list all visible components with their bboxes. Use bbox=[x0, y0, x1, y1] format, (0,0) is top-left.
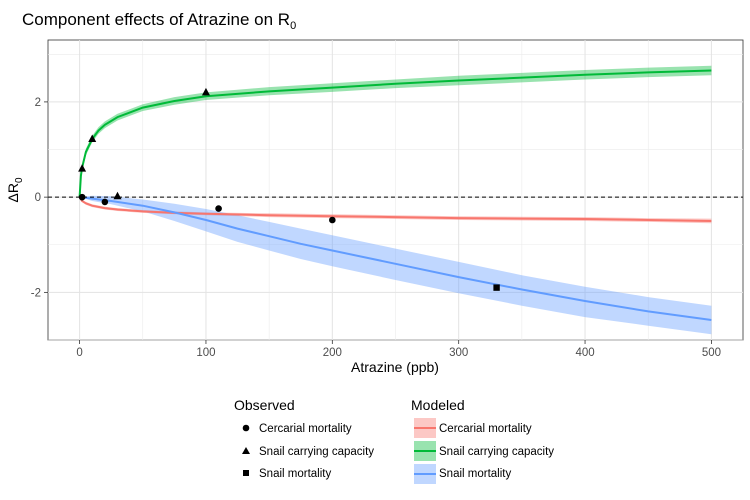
legend-triangle-marker bbox=[242, 447, 250, 454]
line-layer bbox=[48, 69, 743, 321]
legend-circle-marker bbox=[242, 424, 250, 432]
legend-modeled-snail-mortality: Snail mortality bbox=[439, 468, 511, 480]
x-tick-label: 300 bbox=[449, 347, 468, 359]
line-cercarial-mortality bbox=[78, 196, 712, 222]
legend-observed-carrying: Snail carrying capacity bbox=[259, 446, 374, 458]
y-tick-label: 0 bbox=[35, 192, 41, 204]
x-axis-title: Atrazine (ppb) bbox=[351, 359, 439, 375]
ribbon-snail-mortality bbox=[79, 195, 712, 335]
point-layer bbox=[78, 87, 500, 291]
chart-title-subscript: 0 bbox=[290, 20, 296, 32]
x-tick-label: 200 bbox=[323, 347, 342, 359]
axis-layer: 0 100 200 300 400 500 -2 0 2 bbox=[31, 97, 721, 359]
chart-title: Component effects of Atrazine on R0 bbox=[22, 10, 296, 32]
legend-observed-title: Observed bbox=[234, 397, 295, 413]
line-snail-mortality bbox=[79, 196, 712, 321]
observed-point-circle bbox=[215, 205, 222, 212]
observed-point-triangle bbox=[78, 164, 87, 172]
observed-point-triangle bbox=[113, 191, 122, 200]
legend-modeled-carrying: Snail carrying capacity bbox=[439, 446, 554, 458]
y-axis-title-subscript: 0 bbox=[14, 177, 25, 183]
legend-observed-cercarial: Cercarial mortality bbox=[259, 423, 352, 435]
line-snail-carrying-capacity bbox=[78, 69, 712, 198]
legend-observed-snail-mortality: Snail mortality bbox=[259, 468, 331, 480]
x-tick-label: 500 bbox=[702, 347, 721, 359]
x-tick-label: 400 bbox=[575, 347, 594, 359]
y-axis-title: ΔR0 bbox=[5, 177, 25, 202]
legend: Observed Modeled Cercarial mortality Sna… bbox=[234, 397, 554, 484]
observed-point-triangle bbox=[201, 87, 210, 96]
observed-point-circle bbox=[78, 193, 86, 201]
observed-point-circle bbox=[101, 198, 109, 206]
x-tick-label: 0 bbox=[76, 347, 82, 359]
legend-modeled-cercarial: Cercarial mortality bbox=[439, 423, 532, 435]
legend-square-marker bbox=[243, 470, 249, 476]
legend-modeled-title: Modeled bbox=[411, 397, 465, 413]
y-axis-title-main: ΔR bbox=[5, 183, 21, 202]
x-tick-label: 100 bbox=[196, 347, 215, 359]
chart-title-main: Component effects of Atrazine on R bbox=[22, 10, 290, 29]
y-tick-label: -2 bbox=[31, 287, 41, 299]
observed-point-circle bbox=[329, 216, 336, 224]
y-tick-label: 2 bbox=[35, 97, 41, 109]
observed-point-square bbox=[493, 284, 500, 291]
observed-point-triangle bbox=[88, 134, 97, 143]
